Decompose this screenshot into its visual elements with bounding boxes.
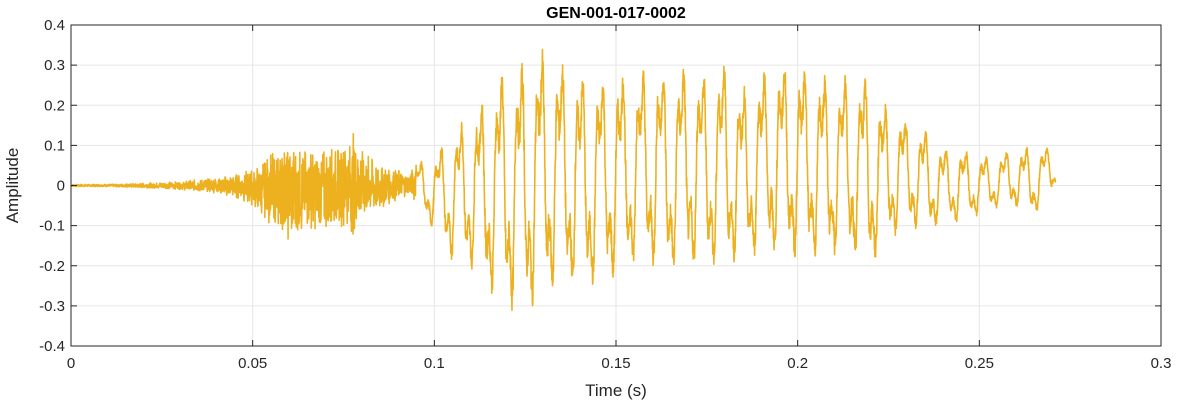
x-tick-label: 0.3: [1151, 355, 1172, 372]
chart-title: GEN-001-017-0002: [546, 5, 686, 22]
y-tick-label: -0.2: [39, 258, 65, 275]
x-tick-label: 0.1: [424, 355, 445, 372]
y-tick-label: -0.3: [39, 298, 65, 315]
x-axis-label: Time (s): [585, 381, 647, 400]
y-tick-label: 0: [57, 178, 65, 195]
y-tick-label: 0.3: [44, 57, 65, 74]
y-tick-label: 0.1: [44, 137, 65, 154]
y-tick-label: 0.4: [44, 17, 65, 34]
x-tick-label: 0.2: [787, 355, 808, 372]
waveform-series: [70, 48, 1057, 311]
waveform-line: [70, 48, 1057, 311]
x-tick-label: 0.15: [601, 355, 630, 372]
y-tick-label: -0.4: [39, 338, 65, 355]
y-tick-label: 0.2: [44, 97, 65, 114]
y-tick-label: -0.1: [39, 218, 65, 235]
axis-ticks: 0 0.05 0.1 0.15 0.2 0.25 0.3 -0.4 -0.3 -0.2 -0.1 0 0…: [39, 17, 1171, 372]
x-tick-label: 0: [67, 355, 75, 372]
x-tick-label: 0.25: [965, 355, 994, 372]
x-tick-label: 0.05: [238, 355, 267, 372]
y-axis-label: Amplitude: [3, 148, 22, 224]
